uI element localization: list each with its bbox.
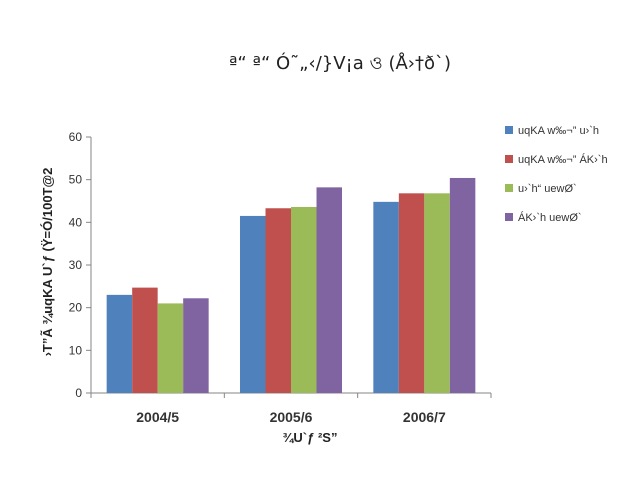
legend: uqKA w‰¬” u›`h uqKA w‰¬” ÁK›`h u›`h“ uewØ`… <box>505 125 608 224</box>
bar <box>316 187 342 393</box>
bar <box>240 215 266 393</box>
bars <box>106 177 476 393</box>
legend-swatch <box>505 155 513 163</box>
chart-title: ª“ ª“ Ó˜„‹/}V¡a ও (Å›†ð`) <box>229 52 451 74</box>
bar <box>183 298 209 393</box>
bar <box>132 287 158 393</box>
bar <box>265 208 291 393</box>
legend-swatch <box>505 126 513 134</box>
legend-label: ÁK›`h uewØ` <box>518 211 582 224</box>
y-tick-label: 0 <box>75 386 82 400</box>
bar <box>398 193 425 393</box>
x-axis-ticks: 2004/5 2005/6 2006/7 <box>90 393 492 425</box>
x-tick-label: 2006/7 <box>403 409 446 425</box>
legend-swatch <box>505 184 513 192</box>
y-tick-label: 50 <box>69 173 83 187</box>
y-tick-label: 60 <box>69 130 83 144</box>
bar <box>449 177 476 393</box>
legend-swatch <box>505 213 513 221</box>
x-tick-label: 2005/6 <box>270 409 313 425</box>
x-tick-label: 2004/5 <box>136 409 179 425</box>
legend-label: uqKA w‰¬” u›`h <box>518 125 599 137</box>
y-axis-ticks: 0 10 20 30 40 50 60 <box>69 130 91 400</box>
bar <box>291 206 317 393</box>
y-tick-label: 30 <box>69 258 83 272</box>
bar <box>424 193 450 393</box>
y-tick-label: 20 <box>69 301 83 315</box>
legend-label: uqKA w‰¬” ÁK›`h <box>518 153 608 166</box>
x-axis-label: ¾U`ƒ ²S” <box>283 430 338 445</box>
legend-label: u›`h“ uewØ` <box>518 183 577 195</box>
bar <box>373 201 399 393</box>
bar <box>157 303 184 393</box>
y-tick-label: 40 <box>69 215 83 229</box>
y-tick-label: 10 <box>69 343 83 357</box>
y-axis-label: ›T”Ã ¾uqKA U`ƒ (Ÿ=Ó/100T@2 <box>40 168 55 357</box>
bar <box>106 294 133 393</box>
